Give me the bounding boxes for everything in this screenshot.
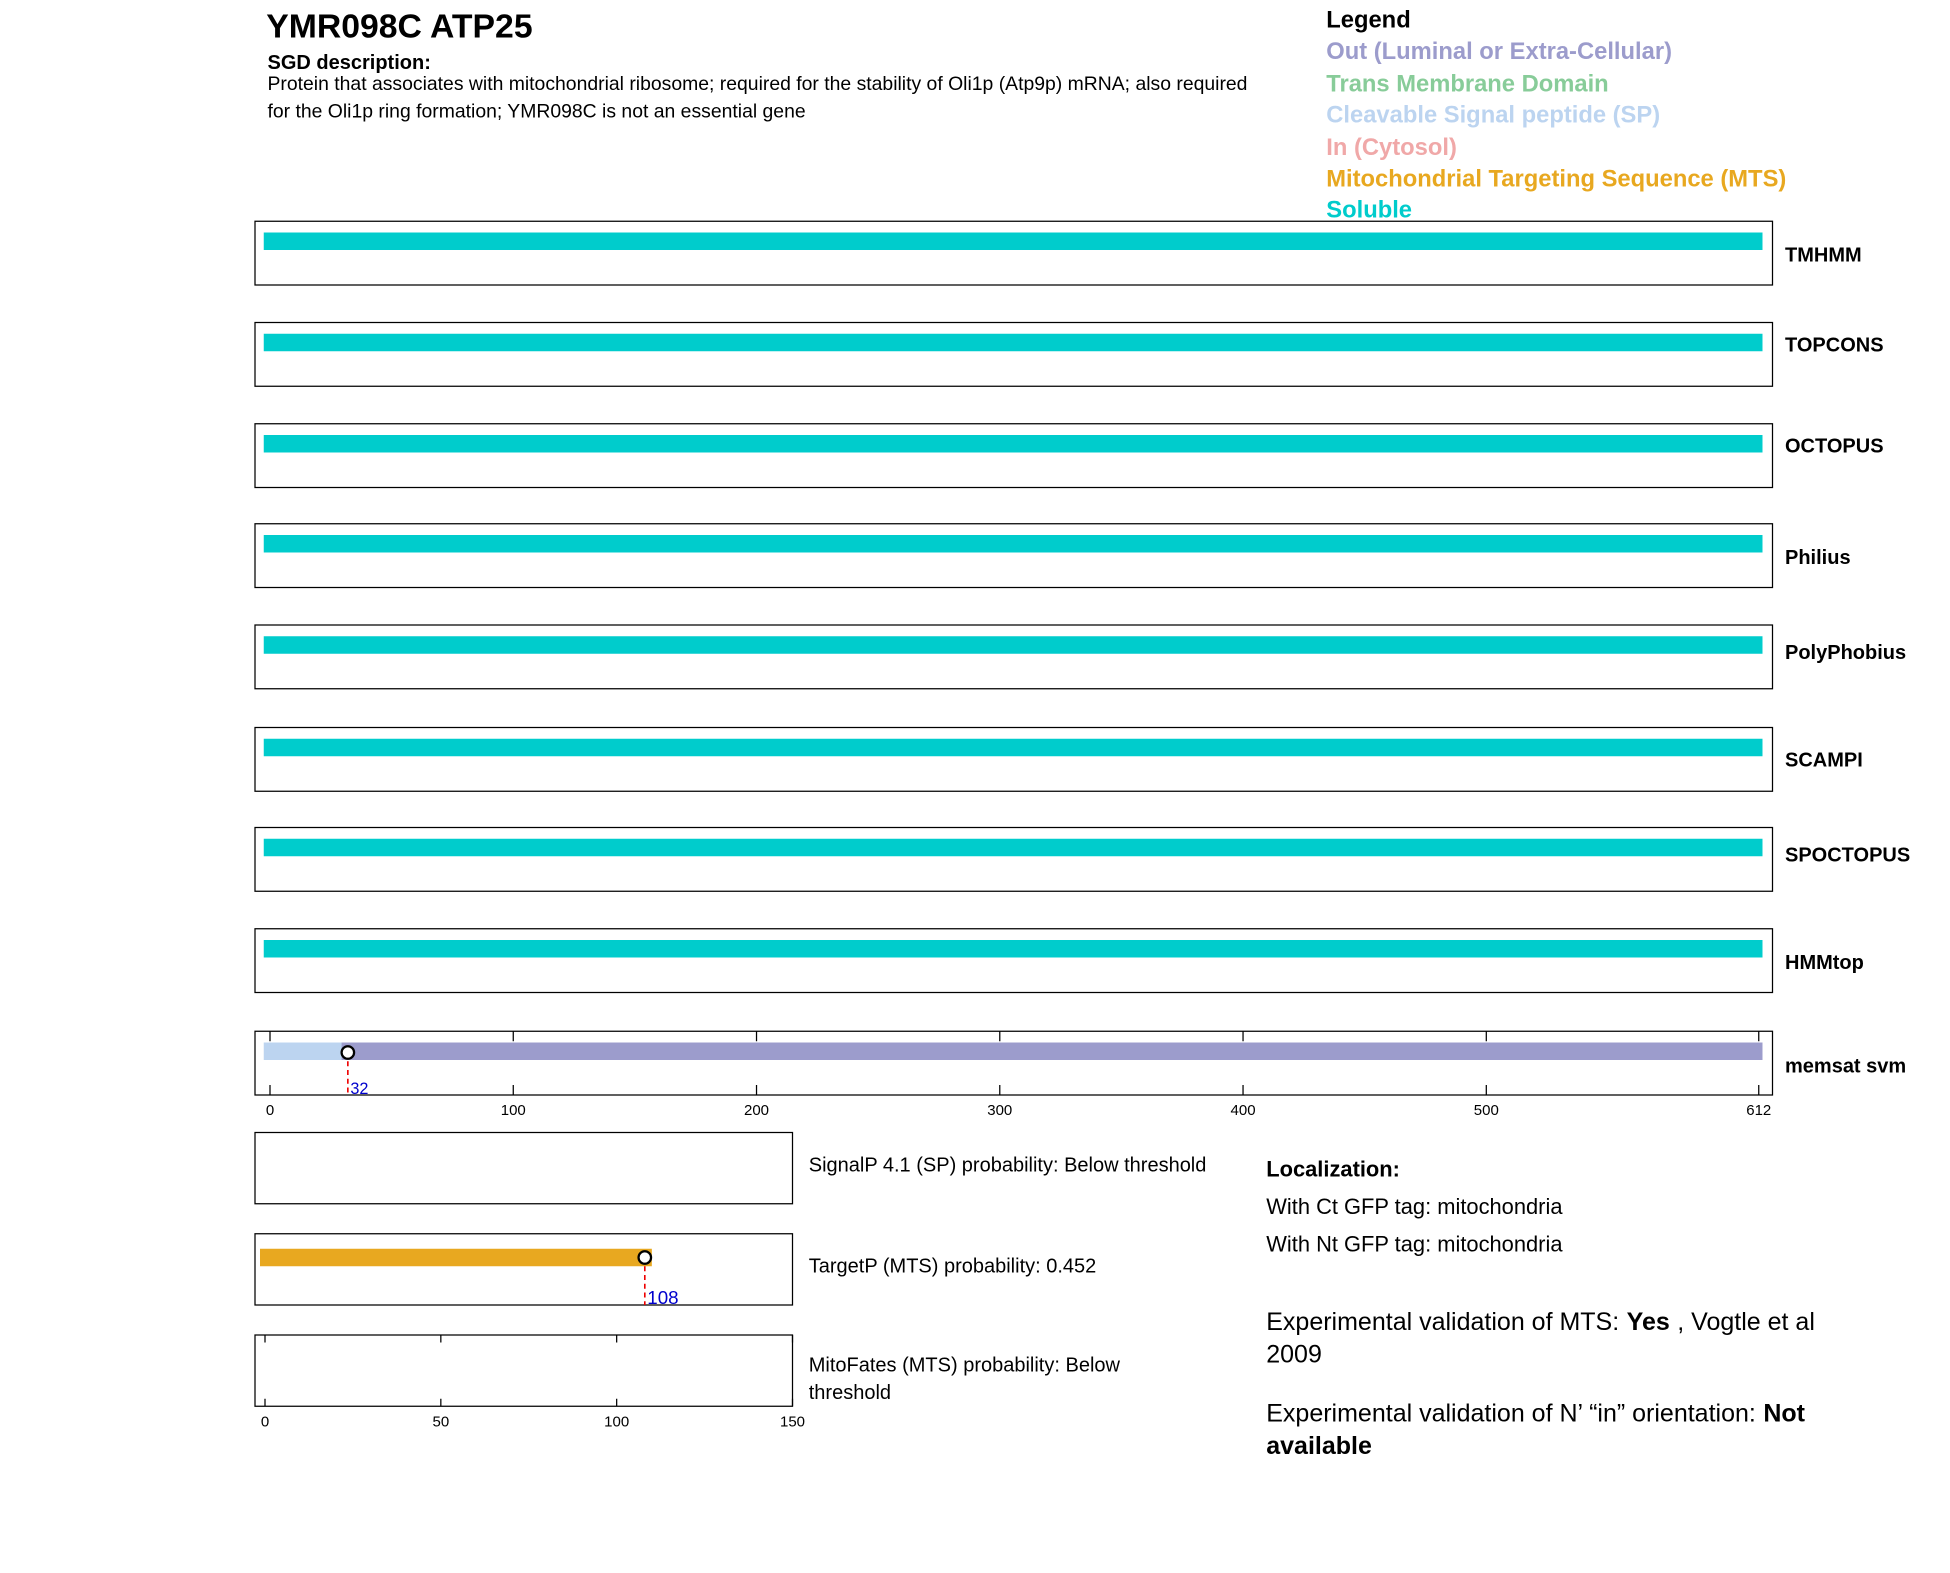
panel-box [254,1131,794,1205]
x-tick-label: 200 [744,1102,769,1119]
legend-item: Soluble [1326,198,1413,225]
track-name: SPOCTOPUS [1785,844,1910,866]
track-box [254,523,1774,589]
validation-prefix: Experimental validation of MTS: [1266,1308,1620,1337]
segment [260,1248,652,1267]
segment [263,435,1763,453]
segment [263,333,1763,352]
localization-line: With Nt GFP tag: mitochondria [1266,1231,1563,1257]
track-name: SCAMPI [1785,749,1863,771]
track-name: HMMtop [1785,952,1864,974]
segment [263,940,1763,958]
panel-label: TargetP (MTS) probability: 0.452 [808,1256,1097,1278]
track-name: OCTOPUS [1785,436,1884,458]
validation-bold: Not available [1266,1400,1805,1460]
track-name: memsat svm [1785,1056,1906,1078]
segment [263,636,1763,654]
x-tick-label: 100 [501,1102,526,1119]
track-box [254,1030,1774,1096]
track-box [254,826,1774,892]
x-tick-label: 400 [1231,1102,1256,1119]
title: YMR098C ATP25 [266,7,533,46]
track-name: TMHMM [1785,244,1862,266]
track-name: TOPCONS [1785,334,1884,356]
legend-item: In (Cytosol) [1326,134,1457,161]
x-tick-label: 612 [1746,1102,1771,1119]
track-box [254,928,1774,994]
segment [263,838,1763,857]
marker [637,1250,653,1265]
legend-title: Legend [1326,7,1411,34]
segment [263,232,1763,250]
legend-item: Mitochondrial Targeting Sequence (MTS) [1326,166,1787,193]
panel-box [254,1334,794,1407]
panel-label: SignalP 4.1 (SP) probability: Below thre… [808,1155,1207,1177]
x-tick-label: 300 [987,1102,1012,1119]
description-label: SGD description: [267,52,431,74]
x-tick-label: 100 [604,1413,629,1430]
localization: Localization: With Ct GFP tag: mitochond… [1266,1150,1562,1263]
validation-line: Experimental validation of N’ “in” orien… [1266,1398,1854,1463]
panel-label: MitoFates (MTS) probability: Below thres… [808,1355,1120,1404]
track-name: Philius [1785,547,1851,569]
x-tick-label: 150 [780,1413,805,1430]
legend-item: Out (Luminal or Extra-Cellular) [1326,39,1672,66]
panel-box [254,1233,794,1306]
validation-line: Experimental validation of MTS: Yes, Vogt… [1266,1306,1854,1371]
legend: Legend Out (Luminal or Extra-Cellular) Tr… [1326,5,1786,227]
x-tick-label: 500 [1474,1102,1499,1119]
marker-label: 108 [647,1287,678,1308]
localization-title: Localization: [1266,1156,1400,1182]
marker [340,1045,356,1060]
track-box [254,624,1774,690]
legend-item: Cleavable Signal peptide (SP) [1326,102,1661,130]
track-box [254,220,1774,286]
segment [341,1042,1763,1060]
validation-bold: Yes [1626,1308,1670,1337]
track-name: PolyPhobius [1785,642,1906,664]
x-tick-label: 50 [432,1413,449,1430]
description: Protein that associates with mitochondri… [267,73,1248,123]
track-box [254,321,1774,387]
x-tick-label: 0 [261,1413,269,1430]
x-tick-label: 0 [266,1102,274,1119]
validation-suffix: , Vogtle et al 2009 [1266,1308,1815,1369]
validation: Experimental validation of MTS: Yes, Vogt… [1266,1306,1854,1489]
segment [263,738,1763,757]
segment [263,1042,352,1060]
validation-prefix: Experimental validation of N’ “in” orien… [1266,1400,1756,1428]
localization-line: With Ct GFP tag: mitochondria [1266,1193,1563,1219]
legend-item: Trans Membrane Domain [1326,71,1609,98]
track-box [254,423,1774,489]
track-box [254,726,1774,792]
segment [263,535,1763,553]
marker-label: 32 [350,1080,368,1098]
